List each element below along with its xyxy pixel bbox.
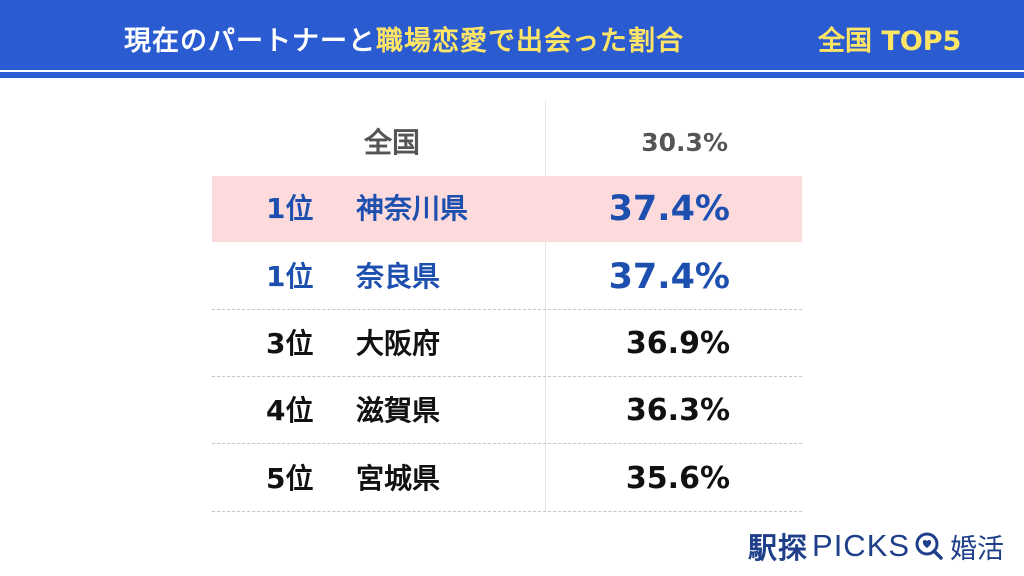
- prefecture-name: 宮城県: [356, 462, 441, 495]
- rate-value: 36.3%: [625, 393, 730, 428]
- national-row: 全国 30.3%: [212, 110, 802, 176]
- title-highlight: 職場恋愛で出会った割合: [376, 26, 684, 57]
- page-title: 現在のパートナーと職場恋愛で出会った割合: [124, 19, 684, 58]
- national-label: 全国: [364, 126, 421, 159]
- rate-value: 37.4%: [608, 257, 730, 297]
- national-value: 30.3%: [641, 128, 728, 157]
- ranking-row-3: 3位 大阪府 36.9%: [212, 311, 802, 377]
- row-separator: [212, 443, 802, 444]
- ranking-row-5: 5位 宮城県 35.6%: [212, 446, 802, 512]
- row-separator: [212, 376, 802, 377]
- top5-badge: 全国 TOP5: [818, 26, 962, 57]
- ranking-row-4: 4位 滋賀県 36.3%: [212, 378, 802, 444]
- title-part1: 現在のパートナーと: [124, 26, 376, 57]
- prefecture-name: 奈良県: [356, 260, 441, 293]
- row-separator: [212, 309, 802, 310]
- prefecture-name: 滋賀県: [356, 394, 441, 427]
- logo-suffix: 婚活: [950, 533, 1005, 564]
- rank-label: 5位: [266, 462, 314, 495]
- magnifier-heart-icon: [915, 532, 943, 560]
- rate-value: 36.9%: [625, 326, 730, 361]
- rank-label: 3位: [266, 327, 314, 360]
- row-separator: [212, 511, 802, 512]
- ranking-row-2: 1位 奈良県 37.4%: [212, 244, 802, 310]
- header-banner: [0, 0, 1024, 70]
- rank-label: 1位: [266, 192, 314, 225]
- rate-value: 37.4%: [608, 189, 730, 229]
- ranking-row-1: 1位 神奈川県 37.4%: [212, 176, 802, 242]
- brand-logo: 駅探 PICKS 婚活: [748, 526, 1004, 566]
- rank-label: 4位: [266, 394, 314, 427]
- logo-picks: PICKS: [812, 528, 911, 563]
- prefecture-name: 大阪府: [356, 327, 441, 360]
- rank-label: 1位: [266, 260, 314, 293]
- column-divider: [545, 100, 546, 512]
- rate-value: 35.6%: [625, 461, 730, 496]
- prefecture-name: 神奈川県: [356, 192, 469, 225]
- logo-brand: 駅探: [748, 533, 809, 565]
- header-rule: [0, 72, 1024, 78]
